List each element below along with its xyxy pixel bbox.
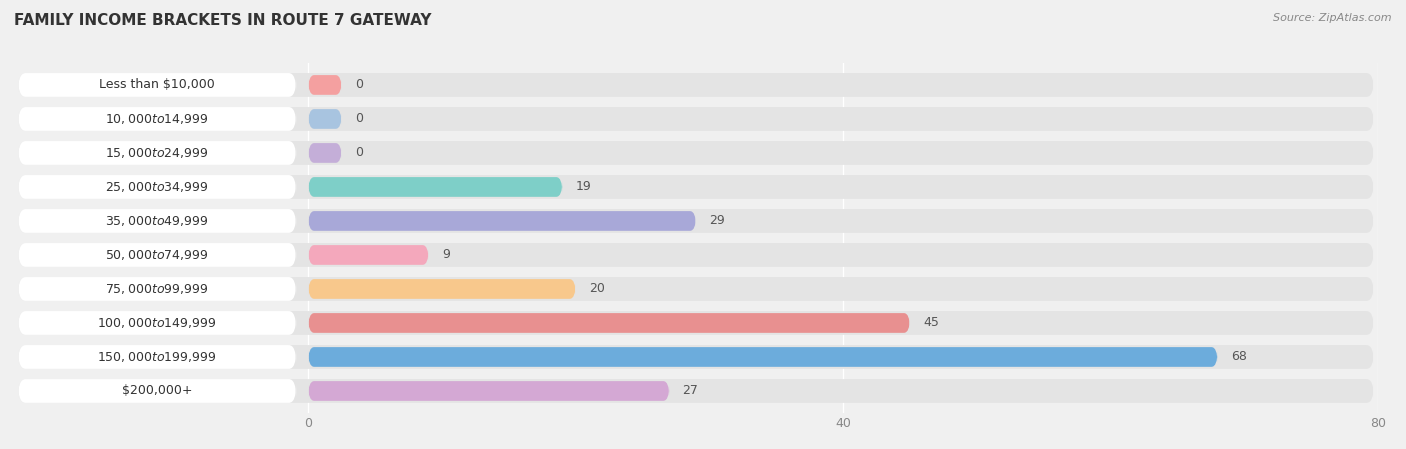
FancyBboxPatch shape — [308, 347, 1218, 367]
Text: $15,000 to $24,999: $15,000 to $24,999 — [105, 146, 209, 160]
FancyBboxPatch shape — [18, 345, 297, 369]
Text: FAMILY INCOME BRACKETS IN ROUTE 7 GATEWAY: FAMILY INCOME BRACKETS IN ROUTE 7 GATEWA… — [14, 13, 432, 28]
Text: 27: 27 — [682, 384, 699, 397]
FancyBboxPatch shape — [18, 311, 297, 335]
FancyBboxPatch shape — [18, 209, 1374, 233]
FancyBboxPatch shape — [308, 279, 575, 299]
FancyBboxPatch shape — [308, 211, 696, 231]
Text: 0: 0 — [356, 112, 363, 125]
Text: 9: 9 — [441, 248, 450, 261]
FancyBboxPatch shape — [18, 379, 297, 403]
FancyBboxPatch shape — [18, 277, 1374, 301]
FancyBboxPatch shape — [308, 313, 910, 333]
Text: $150,000 to $199,999: $150,000 to $199,999 — [97, 350, 217, 364]
FancyBboxPatch shape — [308, 245, 429, 265]
Text: 20: 20 — [589, 282, 605, 295]
Text: 0: 0 — [356, 79, 363, 92]
FancyBboxPatch shape — [18, 73, 1374, 97]
Text: Less than $10,000: Less than $10,000 — [100, 79, 215, 92]
Text: 0: 0 — [356, 146, 363, 159]
FancyBboxPatch shape — [18, 73, 297, 97]
FancyBboxPatch shape — [18, 311, 1374, 335]
FancyBboxPatch shape — [308, 177, 562, 197]
FancyBboxPatch shape — [18, 345, 1374, 369]
Text: $50,000 to $74,999: $50,000 to $74,999 — [105, 248, 209, 262]
FancyBboxPatch shape — [18, 175, 297, 199]
FancyBboxPatch shape — [18, 141, 297, 165]
Text: 45: 45 — [924, 317, 939, 330]
FancyBboxPatch shape — [308, 75, 342, 95]
Text: $35,000 to $49,999: $35,000 to $49,999 — [105, 214, 209, 228]
FancyBboxPatch shape — [18, 243, 1374, 267]
FancyBboxPatch shape — [18, 277, 297, 301]
Text: 68: 68 — [1230, 351, 1247, 364]
FancyBboxPatch shape — [308, 143, 342, 163]
Text: Source: ZipAtlas.com: Source: ZipAtlas.com — [1274, 13, 1392, 23]
FancyBboxPatch shape — [18, 107, 297, 131]
FancyBboxPatch shape — [308, 109, 342, 129]
FancyBboxPatch shape — [18, 175, 1374, 199]
FancyBboxPatch shape — [308, 381, 669, 401]
FancyBboxPatch shape — [18, 379, 1374, 403]
FancyBboxPatch shape — [18, 209, 297, 233]
Text: $10,000 to $14,999: $10,000 to $14,999 — [105, 112, 209, 126]
FancyBboxPatch shape — [18, 141, 1374, 165]
FancyBboxPatch shape — [18, 107, 1374, 131]
Text: 29: 29 — [710, 215, 725, 228]
FancyBboxPatch shape — [18, 243, 297, 267]
Text: $200,000+: $200,000+ — [122, 384, 193, 397]
Text: $25,000 to $34,999: $25,000 to $34,999 — [105, 180, 209, 194]
Text: $75,000 to $99,999: $75,000 to $99,999 — [105, 282, 209, 296]
Text: 19: 19 — [575, 180, 592, 194]
Text: $100,000 to $149,999: $100,000 to $149,999 — [97, 316, 217, 330]
